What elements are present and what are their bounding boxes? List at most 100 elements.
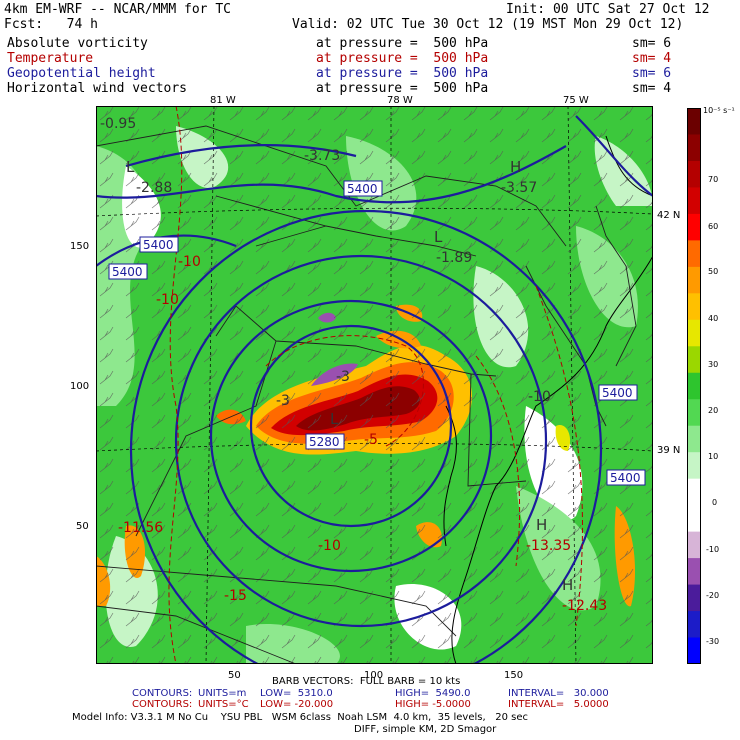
height-label-text: 5400 bbox=[602, 386, 633, 400]
temperature-label: -12.43 bbox=[562, 598, 607, 614]
colorbar-tick: -20 bbox=[706, 591, 720, 600]
model-title: 4km EM-WRF -- NCAR/MMM for TC bbox=[4, 2, 231, 17]
lon-label-75w: 75 W bbox=[563, 95, 589, 106]
colorbar-cell bbox=[687, 213, 701, 241]
init-time: Init: 00 UTC Sat 27 Oct 12 bbox=[506, 2, 710, 17]
model-info-diffusion: DIFF, simple KM, 2D Smagor bbox=[354, 724, 497, 735]
height-contours-low: LOW= 5310.0 bbox=[260, 688, 333, 699]
height-label-text: 5400 bbox=[347, 182, 378, 196]
field-name-vorticity: Absolute vorticity bbox=[7, 36, 148, 51]
low-marker: L bbox=[126, 158, 135, 176]
height-label: 5400 bbox=[108, 263, 148, 280]
low-marker: L bbox=[434, 228, 443, 246]
colorbar-cell bbox=[687, 584, 701, 612]
lat-label-42n: 42 N bbox=[657, 210, 681, 221]
high-marker: H bbox=[510, 158, 521, 176]
height-label-text: 5280 bbox=[309, 435, 340, 449]
temperature-contours-low: LOW= -20.000 bbox=[260, 699, 334, 710]
temperature-label: -10 bbox=[156, 292, 179, 308]
vorticity-label: -3 bbox=[336, 369, 350, 385]
model-info: Model Info: V3.3.1 M No Cu YSU PBL WSM 6… bbox=[72, 712, 528, 723]
colorbar-cell bbox=[687, 108, 701, 135]
colorbar-cell bbox=[687, 134, 701, 162]
forecast-hour: Fcst: 74 h bbox=[4, 17, 98, 32]
colorbar-tick: 40 bbox=[708, 314, 719, 323]
height-label-text: 5400 bbox=[112, 265, 143, 279]
temperature-label: -13.35 bbox=[526, 538, 571, 554]
vorticity-label: -2.88 bbox=[136, 180, 172, 196]
height-label-text: 5400 bbox=[610, 471, 641, 485]
height-contours-interval: INTERVAL= 30.000 bbox=[508, 688, 609, 699]
height-contours-high: HIGH= 5490.0 bbox=[395, 688, 471, 699]
colorbar-tick: -10 bbox=[706, 545, 720, 554]
height-label: 5400 bbox=[598, 384, 638, 401]
colorbar-cell bbox=[687, 452, 701, 480]
height-label: 5400 bbox=[139, 236, 179, 253]
colorbar-cell bbox=[687, 637, 701, 664]
colorbar-unit: 10⁻⁵ s⁻¹ bbox=[703, 106, 735, 115]
temperature-contours bbox=[168, 106, 583, 664]
height-contours-label: CONTOURS: bbox=[132, 688, 193, 699]
colorbar-cell bbox=[687, 187, 701, 215]
height-contours-units: UNITS=m bbox=[198, 688, 247, 699]
colorbar-cell bbox=[687, 240, 701, 268]
field-sm-vorticity: sm= 6 bbox=[632, 36, 672, 51]
colorbar-cell bbox=[687, 346, 701, 374]
field-sm-height: sm= 6 bbox=[632, 66, 672, 81]
vorticity-label: -10 bbox=[528, 389, 551, 405]
map-frame bbox=[96, 106, 653, 664]
vorticity-label: -3.73 bbox=[304, 148, 340, 164]
high-marker: H bbox=[536, 516, 547, 534]
height-label: 5400 bbox=[343, 180, 383, 197]
temperature-label: -5 bbox=[364, 432, 378, 448]
grid-y-150: 150 bbox=[70, 241, 90, 252]
colorbar-tick: 60 bbox=[708, 222, 719, 231]
colorbar-tick: 20 bbox=[708, 406, 719, 415]
vorticity-label: -3 bbox=[276, 393, 290, 409]
field-level-temperature: at pressure = 500 hPa bbox=[316, 51, 489, 66]
grid-y-50: 50 bbox=[76, 521, 89, 532]
field-name-height: Geopotential height bbox=[7, 66, 156, 81]
colorbar-cell bbox=[687, 372, 701, 400]
colorbar-tick: 0 bbox=[712, 498, 718, 507]
colorbar-cell bbox=[687, 425, 701, 453]
colorbar-cell bbox=[687, 293, 701, 321]
lon-label-81w: 81 W bbox=[210, 95, 236, 106]
colorbar-cell bbox=[687, 558, 701, 586]
high-marker: H bbox=[562, 576, 573, 594]
field-sm-temperature: sm= 4 bbox=[632, 51, 672, 66]
colorbar-cell bbox=[687, 266, 701, 294]
height-label-text: 5400 bbox=[143, 238, 174, 252]
temperature-contours-interval: INTERVAL= 5.0000 bbox=[508, 699, 609, 710]
grid-x-100: 100 bbox=[364, 670, 384, 681]
vorticity-label: -1.89 bbox=[436, 250, 472, 266]
field-sm-wind: sm= 4 bbox=[632, 81, 672, 96]
forecast-map: 5400 5400 5400 5400 5400 5280 -10 -10 -1… bbox=[96, 106, 653, 664]
colorbar-cell bbox=[687, 160, 701, 188]
grid-x-150: 150 bbox=[504, 670, 524, 681]
valid-time: Valid: 02 UTC Tue 30 Oct 12 (19 MST Mon … bbox=[292, 17, 684, 32]
temperature-label: -15 bbox=[224, 588, 247, 604]
coastline bbox=[443, 135, 653, 664]
temperature-label: -11.56 bbox=[118, 520, 163, 536]
colorbar-cell bbox=[687, 611, 701, 639]
field-level-vorticity: at pressure = 500 hPa bbox=[316, 36, 489, 51]
vorticity-colorbar bbox=[687, 108, 701, 664]
barb-legend: BARB VECTORS: FULL BARB = 10 kts bbox=[272, 676, 461, 687]
height-label: 5400 bbox=[606, 469, 646, 486]
colorbar-tick: 30 bbox=[708, 360, 719, 369]
height-contours bbox=[96, 115, 653, 664]
colorbar-tick: 10 bbox=[708, 452, 719, 461]
grid-x-50: 50 bbox=[228, 670, 241, 681]
height-label: 5280 bbox=[305, 433, 345, 450]
colorbar-cell bbox=[687, 319, 701, 347]
field-level-wind: at pressure = 500 hPa bbox=[316, 81, 489, 96]
colorbar-cell bbox=[687, 531, 701, 559]
vorticity-label: -3.57 bbox=[501, 180, 537, 196]
temperature-label: -10 bbox=[318, 538, 341, 554]
colorbar-tick: 70 bbox=[708, 175, 719, 184]
vorticity-label: -0.95 bbox=[100, 116, 136, 132]
colorbar-tick: -30 bbox=[706, 637, 720, 646]
colorbar-tick: 50 bbox=[708, 267, 719, 276]
colorbar-cell bbox=[687, 505, 701, 533]
